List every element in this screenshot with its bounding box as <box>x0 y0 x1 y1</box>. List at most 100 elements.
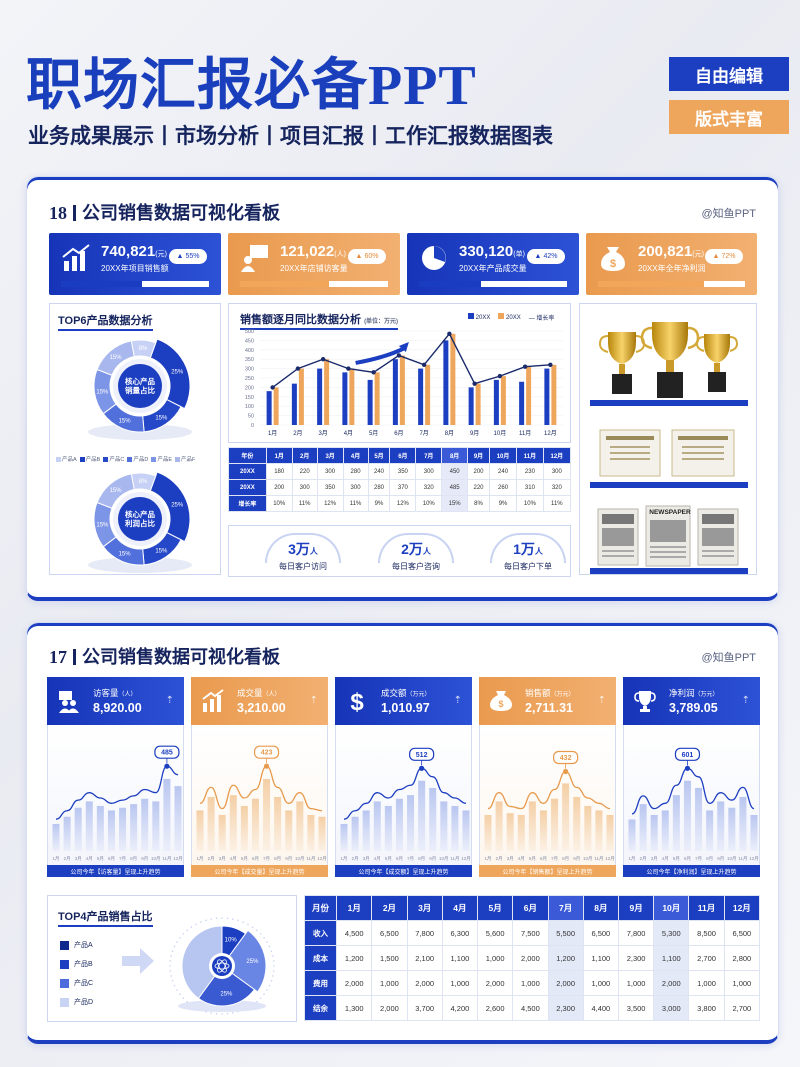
svg-text:$: $ <box>350 689 364 713</box>
metric-name: 成交额（万元） <box>381 687 431 699</box>
metric-card: $ 销售额（万元） 2,711.31 ⇡ 1月 2月 3月 4月 5月 6月 7月 8月 9月 10月 11… <box>479 677 616 877</box>
metric-bar <box>263 778 271 851</box>
top4-pie-chart: 10% 25% 25% <box>169 917 275 1015</box>
metric-value: 2,711.31 <box>525 701 573 715</box>
x-tick-label: 3月 <box>318 430 327 437</box>
donut-slice-label: 15% <box>155 415 168 421</box>
metric-bar <box>307 814 315 851</box>
month-tick: 7月 <box>119 856 126 862</box>
donut-slice-label: 15% <box>110 355 123 361</box>
bar-chart-growth-icon <box>201 689 225 713</box>
month-tick: 12月 <box>461 856 471 862</box>
metric-bar <box>451 805 459 851</box>
table-cell: 370 <box>389 479 417 496</box>
table-cell: 1,000 <box>617 970 655 996</box>
metric-name-text: 净利润 <box>669 688 695 698</box>
arrow-head-icon <box>398 342 409 353</box>
legend-label-0: 20XX <box>475 315 491 321</box>
table-cell: 4,500 <box>336 920 373 946</box>
table-row: 20XX 200 300 350 300 280 370 320 485 220 260 310 320 <box>228 479 572 496</box>
donut-slice-label: 15% <box>119 419 132 425</box>
page-subtitle: 业务成果展示丨市场分析丨项目汇报丨工作汇报数据图表 <box>28 125 553 148</box>
table-cell: 4,200 <box>441 995 479 1021</box>
month-tick: 11月 <box>306 856 315 862</box>
month-tick: 5月 <box>97 856 104 862</box>
table-cell: 10% <box>265 495 293 512</box>
metric-area-chart: 1月 2月 3月 4月 5月 6月 7月 8月 9月 10月 11月 12月 485 <box>52 745 183 862</box>
trend-box: 销售额逐月同比数据分析 (单位：万元) 20XX 20XX — 增长率 0 50 1… <box>228 303 572 577</box>
newspaper-icon <box>597 508 639 566</box>
daily-stat: 1万人 每日客户下单 <box>490 533 566 572</box>
kpi-badge: ▲ 55% <box>169 249 207 264</box>
metric-card-header: $ 成交额（万元） 1,010.97 ⇡ <box>335 677 472 725</box>
legend-label: 产品D <box>74 999 94 1006</box>
pie-slice-label: 10% <box>225 937 238 943</box>
metric-name-text: 访客量 <box>93 688 119 698</box>
month-tick: 10月 <box>439 856 449 862</box>
metric-bar <box>418 780 426 851</box>
legend-swatch <box>60 978 69 988</box>
metric-bar <box>63 816 71 851</box>
table-cell: 11% <box>542 495 572 512</box>
donut-center-core <box>118 497 162 541</box>
bar-series1 <box>493 379 499 425</box>
table-cell: 300 <box>316 463 344 480</box>
donut-slice-label: 15% <box>96 522 109 528</box>
month-tick: 9月 <box>573 856 580 862</box>
pie-chart-icon <box>419 243 449 273</box>
month-tick: 8月 <box>130 856 137 862</box>
y-tick-label: 300 <box>245 367 254 373</box>
month-tick: 12月 <box>317 856 327 862</box>
table-cell: 费用 <box>303 970 338 996</box>
table-cell: 7,800 <box>406 920 443 946</box>
certificate-icon <box>599 429 661 477</box>
dashboard-panel-18: 18 公司销售数据可视化看板 @知鱼PPT 740,821(元) 20XX年项目销售… <box>26 176 779 601</box>
y-tick-label: 250 <box>245 376 254 382</box>
kpi-unit: (元) <box>692 251 704 258</box>
metric-bar <box>495 801 503 851</box>
peak-dot <box>684 765 691 771</box>
month-tick: 2月 <box>640 856 647 862</box>
page-title: 职场汇报必备PPT <box>26 55 477 117</box>
metric-value: 3,789.05 <box>669 701 718 715</box>
peak-dot <box>263 763 270 769</box>
metric-bar <box>517 814 525 851</box>
kpi-card: $200,821(元) 20XX年全年净利润 ▲ 72% <box>586 233 757 295</box>
panel-title: 18 公司销售数据可视化看板 <box>49 199 280 225</box>
month-tick: 4月 <box>374 856 381 862</box>
metric-footer: 公司今年【访客量】呈现上升趋势 <box>47 865 184 877</box>
x-tick-label: 11月 <box>519 430 531 437</box>
month-tick: 10月 <box>727 856 737 862</box>
metric-bar <box>717 801 725 851</box>
table-cell: 12% <box>316 495 344 512</box>
legend-item: 产品C <box>60 978 93 988</box>
table-cell: 20XX <box>228 479 267 496</box>
legend-swatch <box>56 456 61 462</box>
trend-chart-frame <box>228 303 571 443</box>
table-cell: 3,500 <box>617 995 655 1021</box>
table-cell: 200 <box>467 463 490 480</box>
top6-legend: 产品A 产品B 产品C 产品D 产品E 产品F <box>56 455 216 463</box>
table-header-row: 月份 1月 2月 3月 4月 5月 6月 7月 8月 9月 10月 11月 12月 <box>303 895 761 921</box>
bar-series1 <box>544 368 550 425</box>
metric-bar <box>130 804 138 851</box>
x-tick-label: 5月 <box>369 430 378 437</box>
legend-swatch <box>60 940 69 950</box>
trophy-icon <box>640 322 700 398</box>
caret-up-icon: ▲ <box>355 253 363 260</box>
table-cell: 6月 <box>389 447 417 464</box>
table-cell: 2,300 <box>547 995 584 1021</box>
metric-value: 8,920.00 <box>93 701 142 715</box>
table-cell: 3月 <box>316 447 344 464</box>
table-cell: 1,000 <box>512 970 549 996</box>
donut-center-label: 销量占比 <box>125 385 155 395</box>
table-cell: 5,300 <box>653 920 690 946</box>
metric-bar <box>351 816 359 851</box>
table-cell: 1,200 <box>547 945 584 971</box>
month-tick: 9月 <box>141 856 148 862</box>
table-cell: 350 <box>389 463 417 480</box>
peak-callout <box>154 745 180 759</box>
bar-series1 <box>266 391 272 425</box>
month-tick: 3月 <box>219 856 226 862</box>
month-tick: 1月 <box>484 856 491 862</box>
